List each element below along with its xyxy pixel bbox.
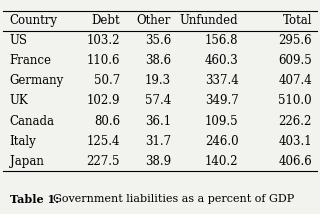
Text: 103.2: 103.2 — [86, 34, 120, 47]
Text: 140.2: 140.2 — [205, 155, 238, 168]
Text: 36.1: 36.1 — [145, 114, 171, 128]
Text: 460.3: 460.3 — [205, 54, 238, 67]
Text: Country: Country — [10, 14, 58, 27]
Text: 35.6: 35.6 — [145, 34, 171, 47]
Text: US: US — [10, 34, 28, 47]
Text: 406.6: 406.6 — [278, 155, 312, 168]
Text: 38.9: 38.9 — [145, 155, 171, 168]
Text: 403.1: 403.1 — [278, 135, 312, 148]
Text: UK: UK — [10, 95, 28, 107]
Text: Japan: Japan — [10, 155, 44, 168]
Text: Other: Other — [137, 14, 171, 27]
Text: 246.0: 246.0 — [205, 135, 238, 148]
Text: Government liabilities as a percent of GDP: Government liabilities as a percent of G… — [53, 194, 294, 204]
Text: 50.7: 50.7 — [94, 74, 120, 87]
Text: 407.4: 407.4 — [278, 74, 312, 87]
Text: 80.6: 80.6 — [94, 114, 120, 128]
Text: 102.9: 102.9 — [86, 95, 120, 107]
Text: 295.6: 295.6 — [278, 34, 312, 47]
Text: 226.2: 226.2 — [279, 114, 312, 128]
Text: 109.5: 109.5 — [205, 114, 238, 128]
Text: Italy: Italy — [10, 135, 36, 148]
Text: 57.4: 57.4 — [145, 95, 171, 107]
Text: 227.5: 227.5 — [86, 155, 120, 168]
Text: 337.4: 337.4 — [205, 74, 238, 87]
Text: Debt: Debt — [92, 14, 120, 27]
Text: 156.8: 156.8 — [205, 34, 238, 47]
Text: Unfunded: Unfunded — [180, 14, 238, 27]
Text: Canada: Canada — [10, 114, 55, 128]
Text: 38.6: 38.6 — [145, 54, 171, 67]
Text: 19.3: 19.3 — [145, 74, 171, 87]
Text: Germany: Germany — [10, 74, 64, 87]
Text: France: France — [10, 54, 52, 67]
Text: 125.4: 125.4 — [86, 135, 120, 148]
Text: Table 1:: Table 1: — [10, 193, 59, 205]
Text: 110.6: 110.6 — [86, 54, 120, 67]
Text: 31.7: 31.7 — [145, 135, 171, 148]
Text: 349.7: 349.7 — [205, 95, 238, 107]
Text: 609.5: 609.5 — [278, 54, 312, 67]
Text: 510.0: 510.0 — [278, 95, 312, 107]
Text: Total: Total — [283, 14, 312, 27]
